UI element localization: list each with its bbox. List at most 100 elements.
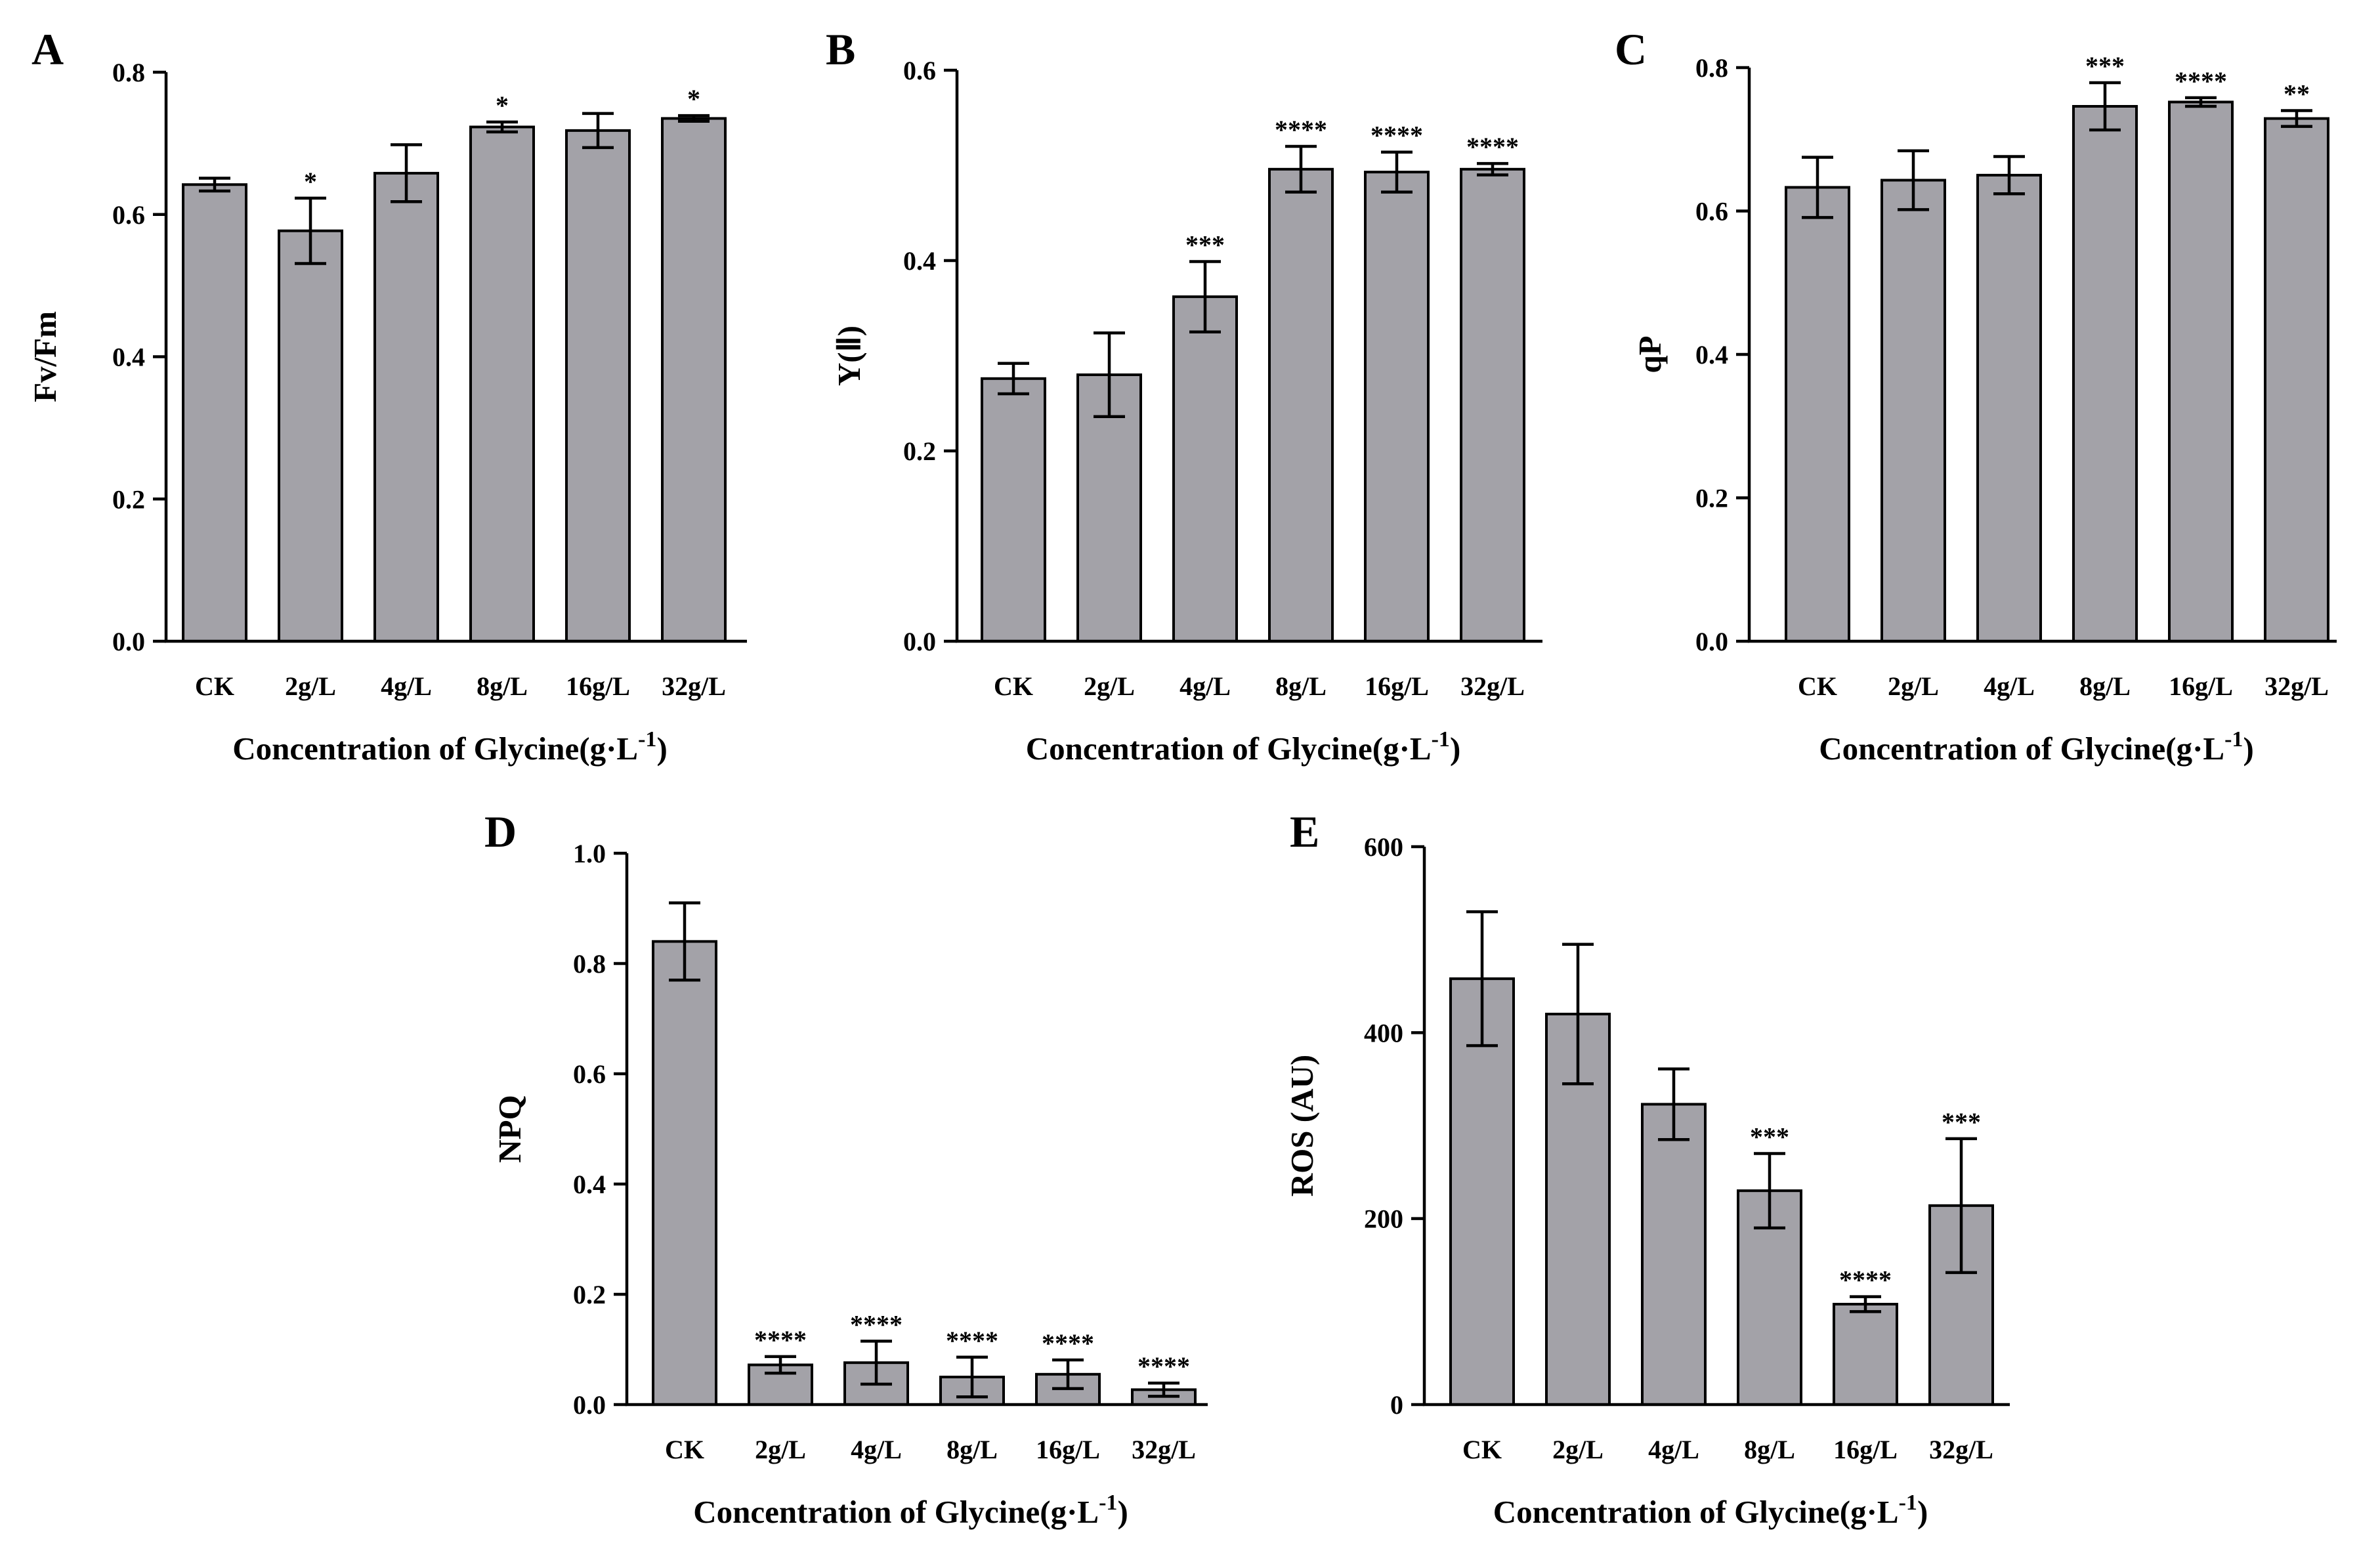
y-tick-label: 0.2 <box>573 1280 606 1309</box>
y-tick-label: 0.0 <box>1695 627 1728 656</box>
error-bar <box>1189 260 1221 333</box>
y-tick-label: 0.8 <box>112 58 145 87</box>
bar-16g-l <box>2168 100 2234 643</box>
error-bar <box>1052 1358 1084 1390</box>
error-bar <box>2281 109 2312 128</box>
error-bar <box>1466 910 1498 1048</box>
error-bar <box>2185 96 2217 108</box>
y-tick-label: 0.6 <box>112 200 145 230</box>
error-bar <box>1898 149 1929 211</box>
y-tick-label: 0.0 <box>112 627 145 656</box>
y-tick-label: 0.6 <box>1695 197 1728 226</box>
error-bar <box>1802 156 1833 219</box>
panel-letter: B <box>826 24 855 74</box>
bar-32g-l <box>661 117 727 643</box>
y-tick-label: 200 <box>1364 1204 1403 1234</box>
y-tick-label: 0.8 <box>573 949 606 979</box>
error-bar <box>1945 1137 1977 1275</box>
x-tick-label: 2g/L <box>1552 1435 1604 1464</box>
x-tick-label: 2g/L <box>1084 671 1135 701</box>
bar-8g-l <box>1268 167 1334 643</box>
y-tick-label: 0.4 <box>112 343 145 372</box>
significance-marker: **** <box>1839 1265 1892 1295</box>
x-axis-title: Concentration of Glycine(g·L-1) <box>693 1491 1128 1530</box>
error-bar <box>2089 81 2121 132</box>
error-bar <box>486 120 518 134</box>
error-bar <box>391 143 422 203</box>
x-tick-label: 2g/L <box>1888 671 1939 701</box>
x-tick-label: CK <box>195 671 234 701</box>
significance-marker: *** <box>2085 51 2125 81</box>
x-tick-label: 32g/L <box>662 671 726 701</box>
panel-letter: A <box>32 24 64 74</box>
y-tick-label: 0.2 <box>112 484 145 514</box>
significance-marker: **** <box>1371 121 1423 150</box>
error-bar <box>765 1355 796 1375</box>
significance-marker: **** <box>946 1326 998 1355</box>
panel-a: A CK * 2g/L 4g/L * 8g/L 16g/L * 32g/L 0.0 0.2 0.4 0.6… <box>27 24 747 767</box>
bar-16g-l <box>1364 171 1430 643</box>
error-bar <box>1285 144 1317 194</box>
bar-4g-l <box>1641 1103 1707 1406</box>
bar-2g-l <box>1881 179 1946 643</box>
x-tick-label: CK <box>994 671 1033 701</box>
bar-16g-l <box>565 129 631 643</box>
error-bar <box>861 1340 892 1386</box>
bar-8g-l <box>469 125 535 643</box>
panel-letter: D <box>484 807 517 857</box>
x-tick-label: 4g/L <box>1984 671 2035 701</box>
bar-ck <box>981 377 1046 643</box>
y-tick-label: 0.4 <box>1695 340 1728 370</box>
significance-marker: **** <box>850 1309 903 1339</box>
y-tick-label: 600 <box>1364 832 1403 862</box>
x-tick-label: 32g/L <box>1929 1435 1993 1464</box>
y-tick-label: 0.4 <box>573 1170 606 1199</box>
bar-ck <box>1785 186 1850 643</box>
error-bar <box>998 362 1029 396</box>
x-tick-label: CK <box>1798 671 1837 701</box>
error-bar <box>678 114 710 123</box>
y-tick-label: 0.2 <box>1695 484 1728 513</box>
significance-marker: * <box>496 91 509 120</box>
bar-2g-l <box>278 229 343 643</box>
x-axis-title: Concentration of Glycine(g·L-1) <box>1026 727 1461 767</box>
error-bar <box>956 1355 988 1399</box>
significance-marker: **** <box>754 1325 807 1355</box>
y-tick-label: 0.6 <box>573 1059 606 1089</box>
x-tick-label: 32g/L <box>1460 671 1525 701</box>
axes <box>164 72 747 643</box>
y-axis-title: NPQ <box>492 1095 528 1162</box>
y-tick-label: 0 <box>1390 1390 1403 1420</box>
significance-marker: *** <box>1942 1107 1981 1137</box>
x-axis-title: Concentration of Glycine(g·L-1) <box>232 727 668 767</box>
panel-letter: C <box>1615 24 1647 74</box>
significance-marker: *** <box>1750 1122 1789 1152</box>
x-tick-label: 4g/L <box>1648 1435 1699 1464</box>
y-tick-label: 0.4 <box>903 246 936 276</box>
y-axis-title: qP <box>1632 335 1668 373</box>
significance-marker: **** <box>1466 132 1519 161</box>
x-tick-label: 4g/L <box>381 671 432 701</box>
error-bar <box>1850 1295 1881 1313</box>
x-tick-label: 8g/L <box>1744 1435 1795 1464</box>
error-bar <box>1754 1152 1785 1230</box>
y-axis-title: Y(Ⅱ) <box>831 326 867 386</box>
bar-4g-l <box>1172 295 1238 643</box>
x-tick-label: 16g/L <box>1833 1435 1898 1464</box>
x-tick-label: 32g/L <box>2264 671 2329 701</box>
x-tick-label: CK <box>1462 1435 1502 1464</box>
x-tick-label: 16g/L <box>1365 671 1429 701</box>
error-bar <box>1381 150 1413 194</box>
x-tick-label: 2g/L <box>755 1435 806 1464</box>
panel-d: D CK **** 2g/L **** 4g/L **** 8g/L **** 16g/L ****… <box>484 807 1208 1530</box>
bar-4g-l <box>1976 173 2042 643</box>
significance-marker: * <box>687 84 700 114</box>
error-bar <box>582 112 614 150</box>
y-axis-title: ROS (AU) <box>1284 1055 1320 1197</box>
significance-marker: ** <box>2284 79 2310 109</box>
panel-letter: E <box>1290 807 1319 857</box>
significance-marker: **** <box>1137 1351 1190 1381</box>
y-tick-label: 0.8 <box>1695 53 1728 83</box>
bar-32g-l <box>2264 117 2329 643</box>
